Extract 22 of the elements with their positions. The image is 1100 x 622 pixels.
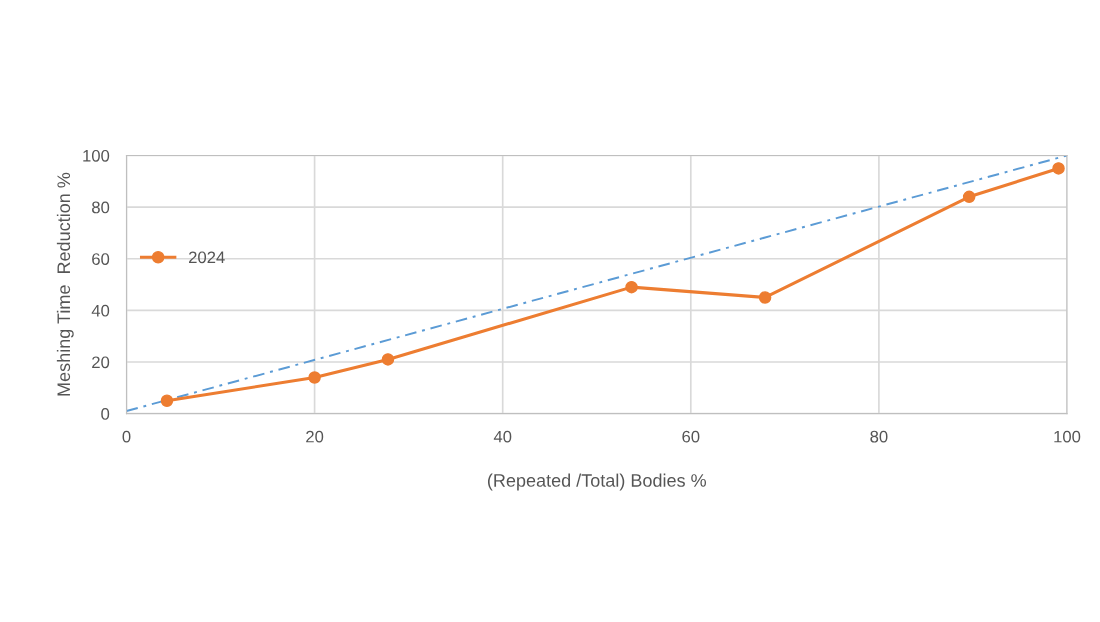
x-tick-label: 20 — [306, 430, 324, 443]
point — [625, 280, 638, 294]
y-tick-label: 0 — [101, 408, 110, 420]
y-tick-label: 20 — [92, 356, 110, 369]
x-tick-label: 0 — [122, 430, 131, 443]
x-tick-label: 80 — [870, 430, 888, 443]
legend-label: 2024 — [189, 251, 225, 264]
y-axis-title: Meshing Time Reduction % — [56, 172, 74, 396]
y-tick-label: 80 — [92, 201, 110, 214]
y-tick-label: 100 — [83, 149, 110, 162]
x-tick-label: 60 — [682, 430, 700, 443]
x-axis-title: (Repeated /Total) Bodies % — [487, 473, 707, 491]
point — [381, 353, 395, 366]
point — [160, 394, 174, 407]
y-tick-label: 60 — [92, 253, 110, 265]
point — [758, 291, 772, 304]
point — [1052, 162, 1065, 175]
x-tick-label: 100 — [1054, 430, 1081, 443]
point — [308, 371, 321, 384]
y-tick-label: 40 — [91, 304, 110, 317]
point — [962, 190, 976, 204]
x-tick-label: 40 — [493, 430, 512, 443]
